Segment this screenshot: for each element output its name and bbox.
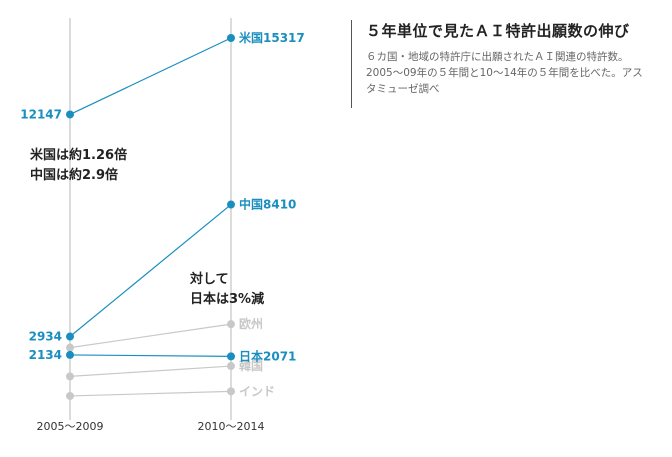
series-line <box>69 390 232 397</box>
data-point <box>66 350 74 359</box>
annotation-upper: 米国は約1.26倍 中国は約2.9倍 <box>30 146 127 186</box>
data-label-left: 2134 <box>29 348 62 362</box>
data-label-left: 2934 <box>29 330 62 344</box>
data-label-right: 欧州 <box>239 316 263 331</box>
annotation-china: 中国は約2.9倍 <box>30 168 119 183</box>
data-point <box>66 332 74 341</box>
chart-series-lines <box>66 34 235 400</box>
data-point <box>66 110 74 119</box>
annotation-contrast: 対して <box>190 272 229 287</box>
x-tick-label: 2010～2014 <box>198 420 265 433</box>
data-point <box>227 352 235 361</box>
title-block: ５年単位で見たＡＩ特許出願数の伸び ６カ国・地域の特許庁に出願されたＡＩ関連の特… <box>351 20 651 108</box>
annotation-japan: 日本は3%減 <box>190 292 265 307</box>
data-label-right: インド <box>239 384 275 398</box>
x-tick-label: 2005～2009 <box>37 420 104 433</box>
chart-subtitle: ６カ国・地域の特許庁に出願されたＡＩ関連の特許数。2005～09年の５年間と10… <box>366 51 643 95</box>
data-label-right: 韓国 <box>239 358 263 373</box>
data-point <box>66 343 74 352</box>
data-point <box>227 362 235 371</box>
data-point <box>66 391 74 400</box>
data-label-right: 中国8410 <box>239 197 296 212</box>
series-line <box>69 323 232 349</box>
annotation-lower: 対して 日本は3%減 <box>190 270 264 310</box>
data-label-right: 米国15317 <box>239 30 305 45</box>
data-point <box>227 200 235 209</box>
series-line <box>69 37 232 115</box>
data-point <box>227 34 235 42</box>
chart-title: ５年単位で見たＡＩ特許出願数の伸び <box>366 22 630 40</box>
data-label-left: 12147 <box>20 107 62 121</box>
data-point <box>66 372 74 381</box>
annotation-us: 米国は約1.26倍 <box>30 148 128 163</box>
data-label-right: 日本2071 <box>239 348 296 363</box>
series-line <box>69 354 232 357</box>
data-point <box>227 387 235 396</box>
series-line <box>69 365 232 377</box>
series-line <box>69 204 232 337</box>
data-point <box>227 320 235 329</box>
